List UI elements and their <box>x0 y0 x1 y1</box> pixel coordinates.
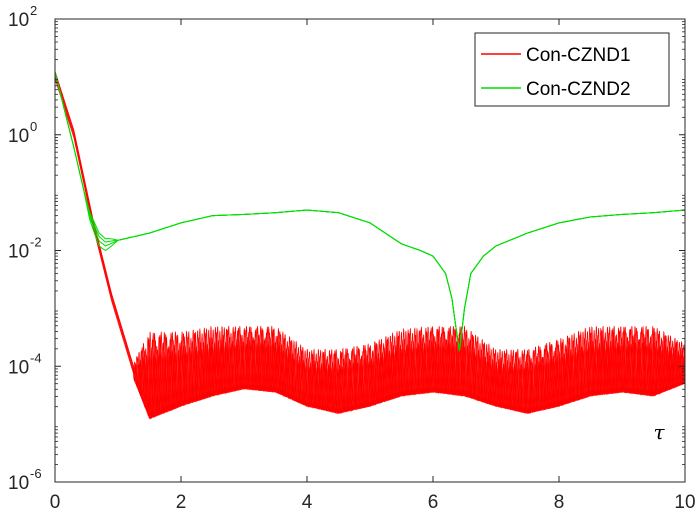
series-con-cznd1-trace <box>55 72 685 419</box>
y-tick-label: 10 2 <box>8 3 37 31</box>
series-con-cznd1-trace <box>55 70 685 419</box>
y-tick-exponent: -4 <box>30 350 42 365</box>
legend: Con-CZND1 Con-CZND2 <box>474 32 670 107</box>
y-tick-base: 10 <box>8 10 29 31</box>
x-tick-label: 6 <box>428 492 439 513</box>
y-tick-exponent: -6 <box>30 466 42 481</box>
legend-label-con-cznd1: Con-CZND1 <box>526 45 631 66</box>
series-con-cznd2-line <box>55 72 685 352</box>
x-tick-label: 4 <box>302 492 313 513</box>
y-tick-label: 10 -6 <box>8 466 42 494</box>
tau-annotation: τ <box>654 420 666 444</box>
y-tick-exponent: -2 <box>30 235 42 250</box>
series-con-cznd2-line <box>55 72 685 352</box>
series-layer <box>55 70 685 420</box>
y-tick-base: 10 <box>8 242 29 263</box>
x-tick-label: 2 <box>176 492 187 513</box>
y-tick-exponent: 0 <box>30 119 37 134</box>
y-tick-base: 10 <box>8 473 29 494</box>
y-tick-base: 10 <box>8 126 29 147</box>
y-tick-label: 10 -4 <box>8 350 42 378</box>
series-con-cznd2-line <box>55 72 685 352</box>
y-tick-exponent: 2 <box>30 3 37 18</box>
y-tick-label: 10 0 <box>8 119 37 147</box>
x-tick-label: 10 <box>674 492 695 513</box>
legend-label-con-cznd2: Con-CZND2 <box>526 79 631 100</box>
y-tick-label: 10 -2 <box>8 235 42 263</box>
legend-box <box>474 32 670 107</box>
y-tick-base: 10 <box>8 357 29 378</box>
x-tick-label: 8 <box>554 492 565 513</box>
x-tick-label: 0 <box>50 492 61 513</box>
series-con-cznd2-line <box>55 72 685 352</box>
